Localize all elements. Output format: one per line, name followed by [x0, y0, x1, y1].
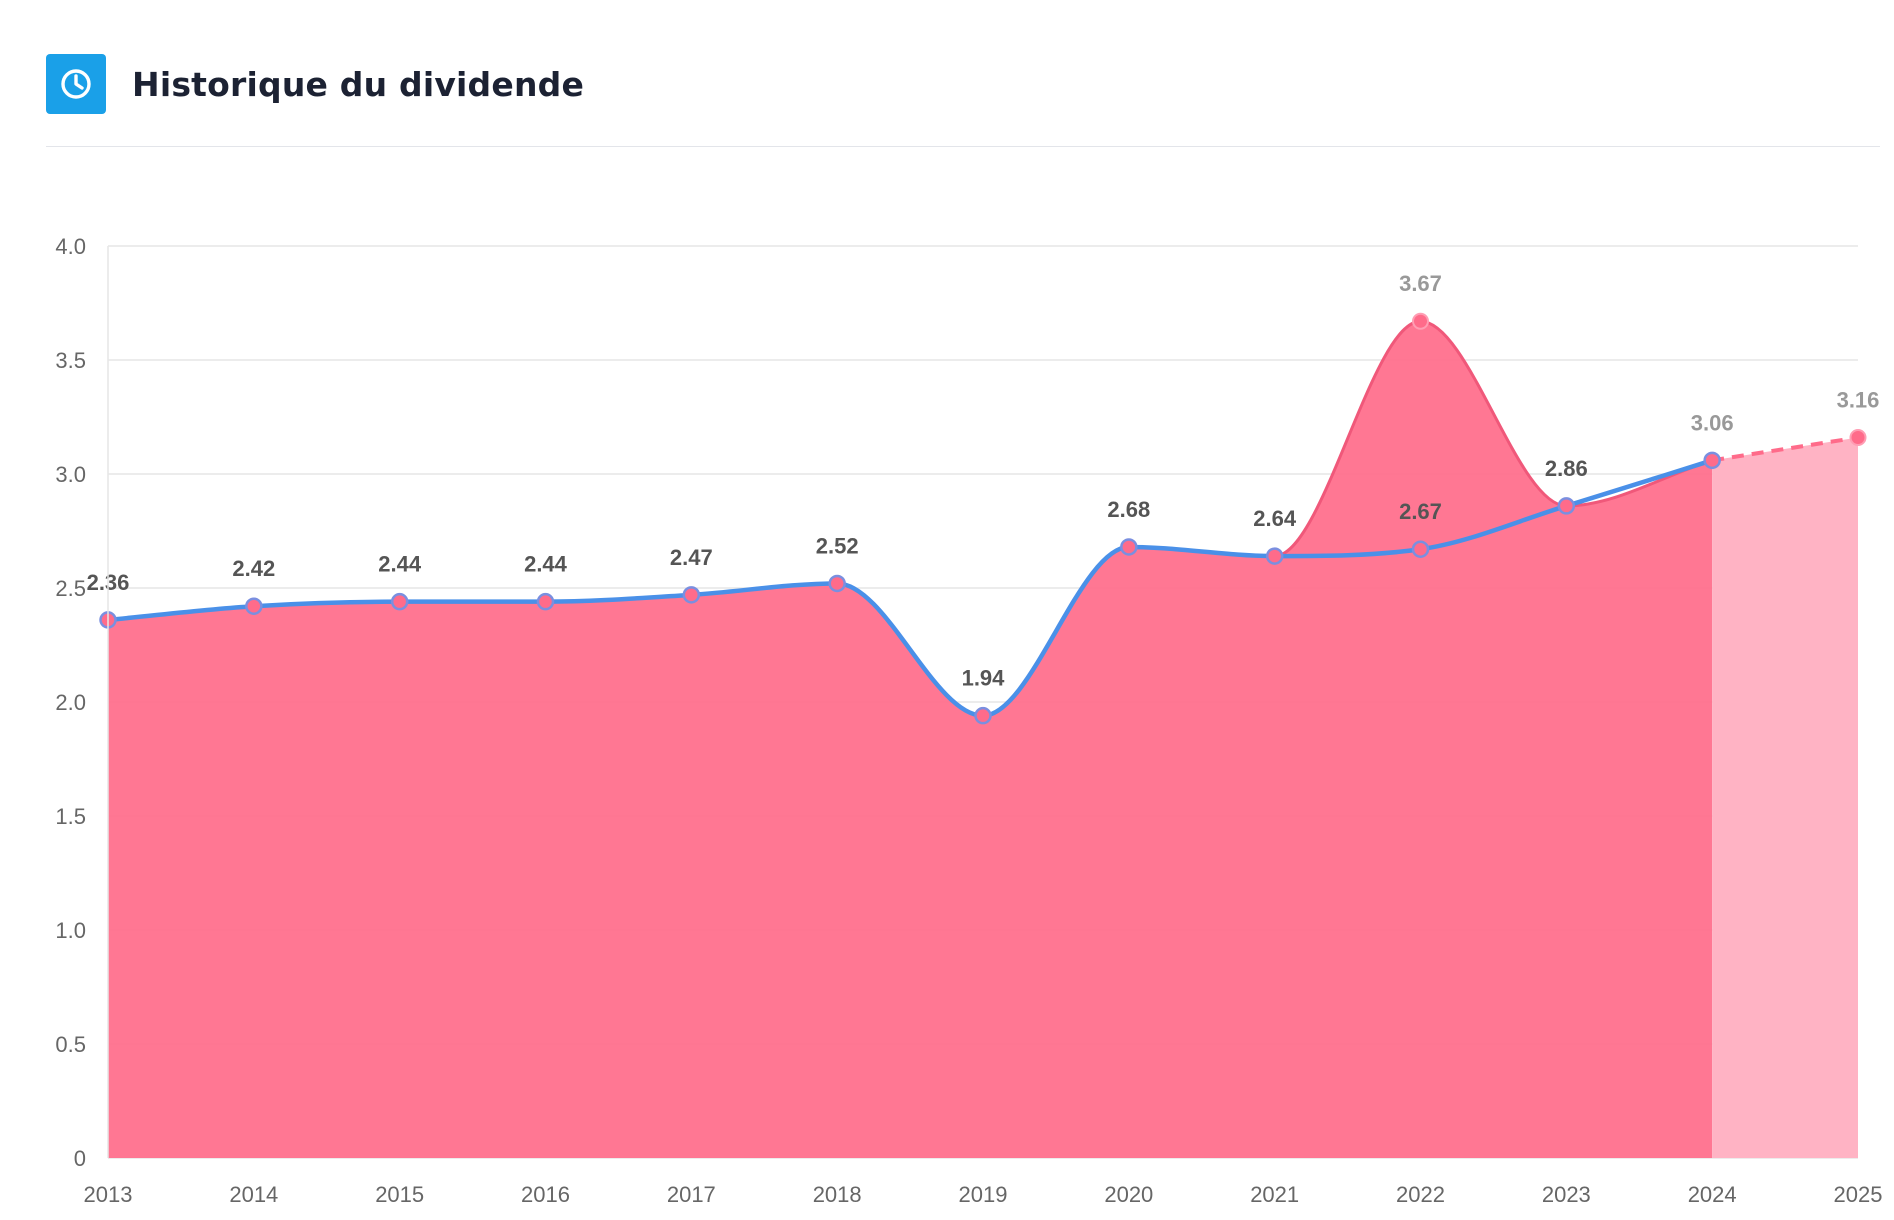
y-tick-label: 3.5 [55, 348, 86, 373]
clock-icon [46, 54, 106, 114]
line-point[interactable] [1265, 547, 1284, 565]
area-point[interactable] [1412, 312, 1429, 330]
y-tick-label: 2.5 [55, 576, 86, 601]
line-point[interactable] [245, 597, 263, 615]
x-tick-label: 2018 [813, 1182, 862, 1207]
y-tick-label: 1.0 [55, 918, 86, 943]
data-label: 2.64 [1253, 506, 1297, 531]
x-tick-label: 2024 [1688, 1182, 1737, 1207]
y-tick-label: 0 [74, 1146, 86, 1171]
data-label: 3.67 [1399, 271, 1442, 296]
dividend-area [108, 321, 1713, 1158]
x-tick-label: 2020 [1104, 1182, 1153, 1207]
data-label: 2.44 [524, 552, 568, 577]
data-label: 1.94 [962, 666, 1006, 691]
line-point[interactable] [974, 706, 992, 725]
x-tick-label: 2013 [84, 1182, 133, 1207]
data-label: 2.86 [1545, 456, 1588, 481]
line-point[interactable] [1411, 540, 1430, 558]
x-tick-label: 2023 [1542, 1182, 1591, 1207]
data-label: 2.68 [1107, 497, 1150, 522]
data-label: 2.44 [378, 552, 422, 577]
x-tick-label: 2015 [375, 1182, 424, 1207]
line-point[interactable] [1120, 538, 1138, 556]
x-tick-label: 2021 [1250, 1182, 1299, 1207]
x-tick-label: 2017 [667, 1182, 716, 1207]
header-divider [46, 146, 1880, 147]
data-label: 2.42 [232, 556, 275, 581]
line-point[interactable] [828, 574, 846, 593]
line-point[interactable] [1703, 451, 1721, 470]
data-points [99, 312, 1867, 725]
area-fills [108, 321, 1858, 1158]
header: Historique du dividende [46, 54, 584, 114]
x-tick-label: 2016 [521, 1182, 570, 1207]
x-tick-label: 2019 [959, 1182, 1008, 1207]
x-tick-label: 2014 [229, 1182, 278, 1207]
data-label: 3.16 [1837, 388, 1880, 413]
y-tick-label: 1.5 [55, 804, 86, 829]
y-tick-label: 3.0 [55, 462, 86, 487]
y-tick-label: 0.5 [55, 1032, 86, 1057]
line-point[interactable] [1557, 497, 1576, 515]
page-title: Historique du dividende [132, 64, 585, 104]
y-tick-label: 4.0 [55, 234, 86, 259]
data-label: 2.52 [816, 533, 859, 558]
area-point[interactable] [1849, 429, 1867, 447]
forecast-line [1711, 435, 1859, 463]
data-label: 3.06 [1691, 410, 1734, 435]
y-tick-label: 2.0 [55, 690, 86, 715]
line-point[interactable] [390, 592, 409, 611]
data-label: 2.67 [1399, 499, 1442, 524]
axes: 0 0.5 1.0 1.5 2.0 2.5 3.0 3.5 4.0 2013 2014 2015 201… [55, 234, 1882, 1207]
x-tick-label: 2022 [1396, 1182, 1445, 1207]
data-labels: 2.362.42 2.44 2.44 2.47 2.521.942.68 2.64 2.67… [87, 271, 1880, 690]
x-tick-label: 2025 [1834, 1182, 1883, 1207]
line-point[interactable] [682, 586, 701, 604]
line-point[interactable] [536, 592, 555, 611]
forecast-area [1712, 437, 1858, 1158]
data-label: 2.47 [670, 545, 713, 570]
